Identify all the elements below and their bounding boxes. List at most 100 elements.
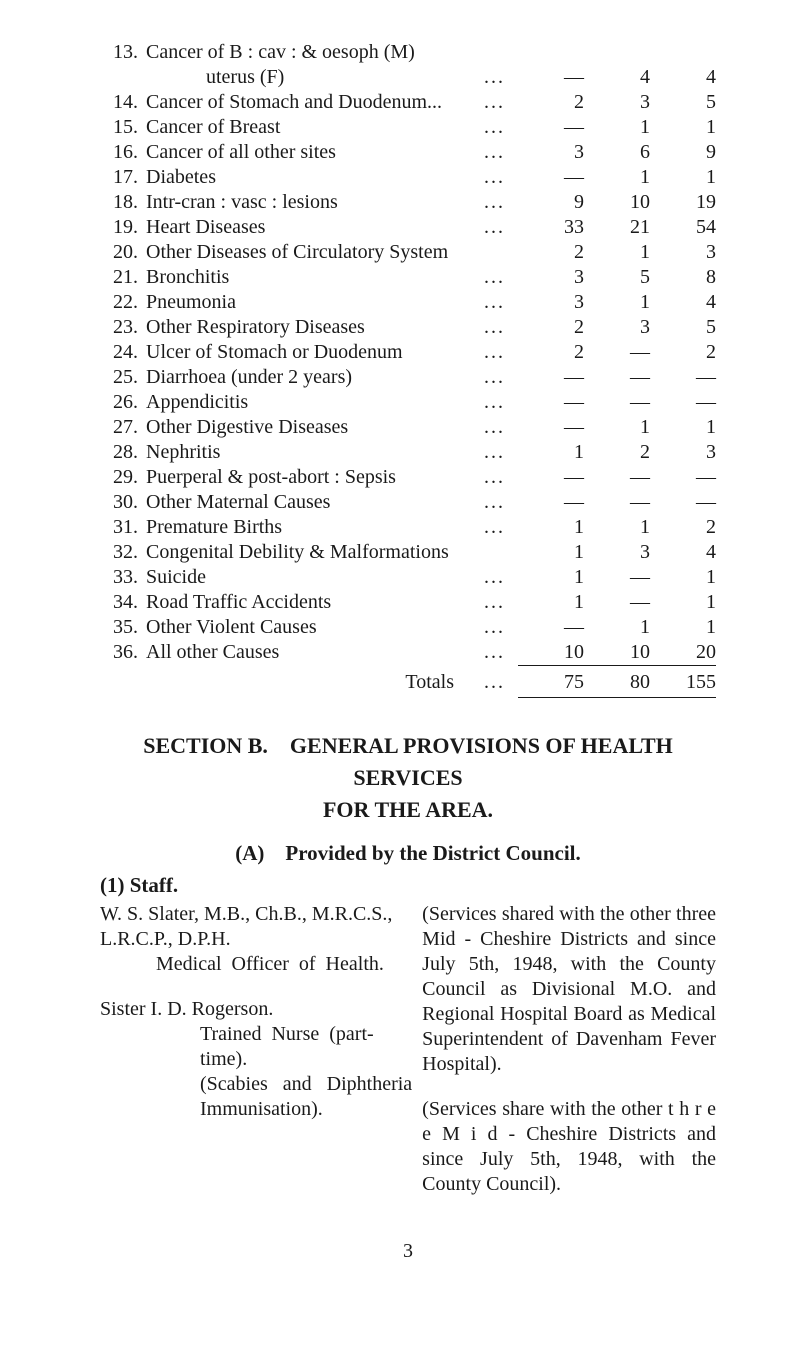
leader-dots: ... [484,165,518,190]
row-c1: — [518,65,584,90]
row-c1: — [518,415,584,440]
staff-heading: (1) Staff. [100,872,716,898]
row-num: 26. [100,390,146,415]
person-quals: L.R.C.P., D.P.H. [100,927,412,952]
person-subline: (Scabies and Diphtheria [100,1072,412,1097]
row-c1: — [518,165,584,190]
row-c1: 1 [518,515,584,540]
row-c2: — [584,565,650,590]
row-c3: — [650,465,716,490]
row-c3: — [650,390,716,415]
row-c3: 3 [650,240,716,265]
leader-dots: ... [484,565,518,590]
row-c3: 5 [650,315,716,340]
row-c1: 2 [518,90,584,115]
row-c3: 1 [650,590,716,615]
person-name: Sister I. D. Rogerson. [100,997,412,1022]
row-c1: — [518,615,584,640]
leader-dots: ... [484,65,518,90]
section-b-line2: FOR THE AREA. [100,794,716,826]
row-num: 20. [100,240,146,265]
row-desc: Puerperal & post-abort : Sepsis [146,465,484,490]
row-num: 16. [100,140,146,165]
provided-tag: (A) [235,840,264,866]
row-num: 36. [100,640,146,666]
row-desc: Cancer of B : cav : & oesoph (M) [146,40,518,65]
leader-dots: ... [484,340,518,365]
row-c2: 1 [584,415,650,440]
row-c3: 2 [650,340,716,365]
row-num: 31. [100,515,146,540]
row-c3: 54 [650,215,716,240]
row-c2: 1 [584,115,650,140]
row-desc: Diarrhoea (under 2 years) [146,365,484,390]
row-c1: 2 [518,340,584,365]
totals-c1: 75 [518,666,584,698]
personnel-left-entry: Sister I. D. Rogerson.Trained Nurse (par… [100,997,412,1122]
row-c2: — [584,465,650,490]
provided-heading: (A) Provided by the District Council. [100,840,716,866]
row-desc: Other Violent Causes [146,615,484,640]
person-title: Medical Officer of Health. [100,952,412,977]
row-c3: — [650,490,716,515]
leader-dots: ... [484,490,518,515]
row-c3: 4 [650,290,716,315]
row-c2: 21 [584,215,650,240]
person-subline: Immunisation). [100,1097,412,1122]
personnel-block: W. S. Slater, M.B., Ch.B., M.R.C.S.,L.R.… [100,902,716,1217]
row-c1: 3 [518,140,584,165]
totals-c2: 80 [584,666,650,698]
row-c2: 1 [584,240,650,265]
row-c1: 33 [518,215,584,240]
row-c3: 1 [650,415,716,440]
row-num: 14. [100,90,146,115]
leader-dots: ... [484,415,518,440]
leader-dots: ... [484,290,518,315]
leader-dots: ... [484,440,518,465]
row-c1: 1 [518,440,584,465]
leader-dots: ... [484,615,518,640]
leader-dots: ... [484,190,518,215]
row-num: 17. [100,165,146,190]
person-subline: Trained Nurse (part-time). [100,1022,412,1072]
row-desc: Other Respiratory Diseases [146,315,484,340]
row-desc-2: uterus (F) [146,65,484,90]
row-c2: 2 [584,440,650,465]
row-desc: Other Maternal Causes [146,490,484,515]
row-c2: 1 [584,615,650,640]
row-c2: 6 [584,140,650,165]
leader-dots: ... [484,115,518,140]
row-c2: 1 [584,165,650,190]
leader-dots: ... [484,666,518,698]
personnel-left-col: W. S. Slater, M.B., Ch.B., M.R.C.S.,L.R.… [100,902,412,1217]
row-desc: Cancer of Breast [146,115,484,140]
row-c1: 2 [518,240,584,265]
row-c1: — [518,115,584,140]
row-c2: 3 [584,540,650,565]
row-desc: All other Causes [146,640,484,666]
leader-dots: ... [484,390,518,415]
row-desc: Suicide [146,565,484,590]
row-c3: 1 [650,115,716,140]
row-c2: — [584,340,650,365]
personnel-right-col: (Services shared with the other three Mi… [422,902,716,1217]
row-desc: Other Diseases of Circulatory System [146,240,484,265]
row-c3: 1 [650,615,716,640]
row-num: 30. [100,490,146,515]
row-num: 21. [100,265,146,290]
row-num: 35. [100,615,146,640]
leader-dots: ... [484,590,518,615]
leader-dots: ... [484,465,518,490]
provided-text: Provided by the District Council. [285,841,580,865]
row-c1: — [518,490,584,515]
row-c1: — [518,365,584,390]
row-c1: — [518,465,584,490]
row-desc: Bronchitis [146,265,484,290]
totals-label: Totals [146,666,484,698]
row-desc: Cancer of Stomach and Duodenum... [146,90,484,115]
row-c3: 2 [650,515,716,540]
row-c2: 1 [584,290,650,315]
row-c3: 20 [650,640,716,666]
leader-dots: ... [484,90,518,115]
personnel-left-entry: W. S. Slater, M.B., Ch.B., M.R.C.S.,L.R.… [100,902,412,977]
